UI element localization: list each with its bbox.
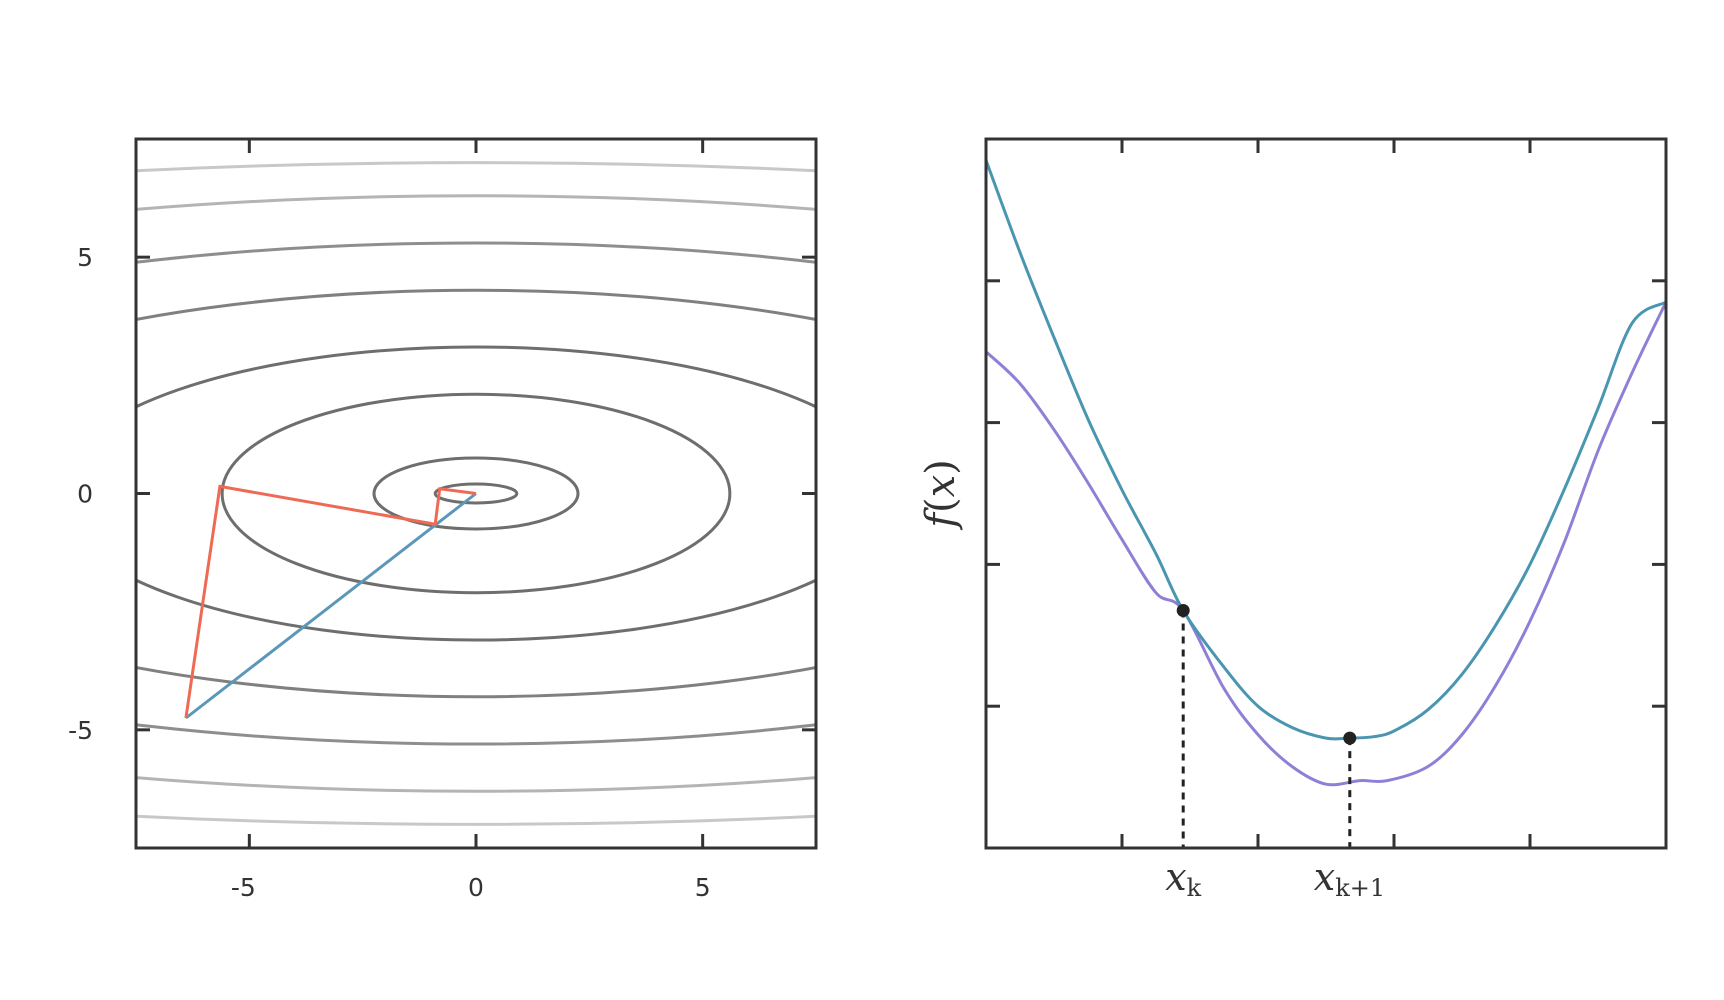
left-y-tick-label: -5 — [68, 716, 93, 745]
right-plot-frame — [984, 137, 1668, 850]
left-x-tick-label: 0 — [468, 873, 484, 902]
function-curves — [986, 159, 1666, 787]
y-label-open-paren: ( — [918, 497, 964, 513]
y-label-close-paren: ) — [918, 459, 964, 475]
marked-points — [1176, 603, 1357, 745]
xk1-subscript: k+1 — [1335, 874, 1385, 902]
left-x-tick-label: 5 — [695, 873, 711, 902]
xk-main: x — [1165, 855, 1186, 899]
contour-lines — [136, 161, 816, 826]
left-contour-plot: -5 0 5 5 0 -5 — [68, 137, 818, 902]
drop-lines — [1181, 610, 1352, 848]
step-paths — [184, 484, 477, 720]
step-path-direct-step — [184, 492, 477, 720]
step-path-orthogonal-steps — [184, 484, 477, 719]
contour-ellipse — [136, 288, 816, 699]
contour-ellipse — [220, 392, 732, 595]
y-axis-label: f(x) — [918, 459, 964, 531]
left-axis-ticks — [136, 139, 816, 848]
xk1-label: xk+1 — [1314, 855, 1385, 902]
contour-ellipse — [433, 482, 519, 505]
xk1-main: x — [1314, 855, 1335, 899]
left-y-tick-label: 5 — [77, 243, 93, 272]
y-label-x: x — [918, 475, 964, 498]
left-y-tick-labels: 5 0 -5 — [68, 243, 93, 745]
point-x_k+1 — [1343, 731, 1357, 745]
right-axis-ticks — [986, 139, 1666, 848]
xk-subscript: k — [1187, 874, 1202, 902]
left-y-tick-label: 0 — [77, 480, 93, 509]
contour-ellipse — [136, 161, 816, 826]
curve-f — [986, 159, 1666, 741]
contour-ellipse — [136, 345, 816, 642]
contour-ellipse — [136, 194, 816, 793]
xk-label: xk — [1165, 855, 1201, 902]
left-x-tick-labels: -5 0 5 — [231, 873, 711, 902]
left-x-tick-label: -5 — [231, 873, 256, 902]
right-function-plot: f(x) xk xk+1 — [918, 137, 1668, 902]
curve-quadratic-model — [986, 301, 1666, 787]
point-x_k — [1176, 603, 1190, 617]
contour-ellipse — [372, 456, 580, 531]
contour-ellipse — [136, 241, 816, 746]
